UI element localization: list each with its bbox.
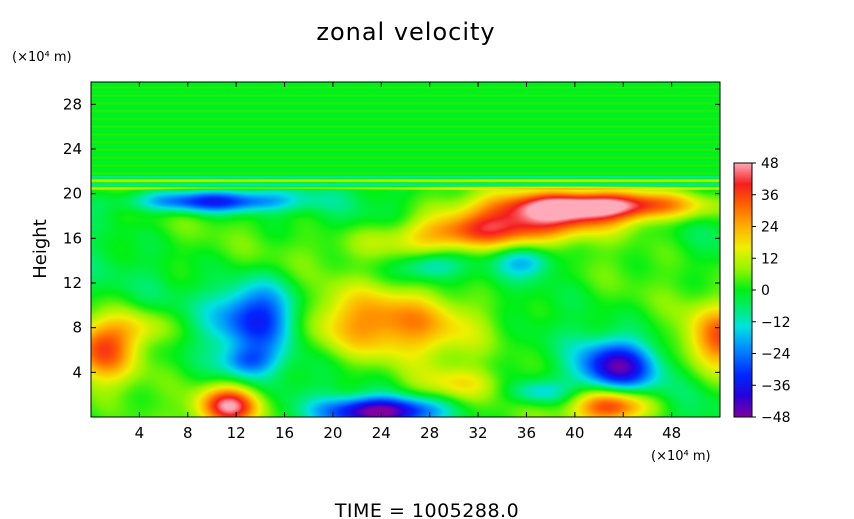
- x-tick-label: 28: [420, 424, 439, 442]
- colorbar-label: 0: [761, 283, 770, 299]
- colorbar-label: 24: [761, 220, 779, 236]
- x-tick-label: 44: [614, 424, 633, 442]
- x-tick-label: 4: [135, 424, 145, 442]
- chart-title: zonal velocity: [316, 18, 495, 46]
- y-tick-label: 4: [72, 363, 82, 381]
- colorbar-label: −48: [761, 410, 791, 426]
- colorbar-gradient: [734, 163, 752, 417]
- y-tick-label: 12: [63, 274, 82, 292]
- y-tick-label: 24: [63, 140, 82, 158]
- x-tick-label: 20: [323, 424, 342, 442]
- y-tick-label: 20: [63, 185, 82, 203]
- colorbar-label: 36: [761, 188, 779, 204]
- x-tick-label: 40: [565, 424, 584, 442]
- y-axis-label: Height: [30, 219, 51, 279]
- colorbar-label: −24: [761, 347, 791, 363]
- colorbar-label: −36: [761, 378, 791, 394]
- heatmap-field: [91, 82, 720, 417]
- x-tick-label: 32: [469, 424, 488, 442]
- x-axis-unit: (×10⁴ m): [651, 449, 711, 464]
- colorbar-label: 48: [761, 156, 779, 172]
- plot-frame: [90, 81, 721, 418]
- x-tick-label: 24: [372, 424, 391, 442]
- colorbar-label: 12: [761, 251, 779, 267]
- x-tick-label: 8: [183, 424, 193, 442]
- x-tick-label: 16: [275, 424, 294, 442]
- x-tick-label: 12: [227, 424, 246, 442]
- y-tick-label: 16: [63, 229, 82, 247]
- x-tick-label: 36: [517, 424, 536, 442]
- colorbar-label: −12: [761, 315, 791, 331]
- y-tick-label: 8: [72, 319, 82, 337]
- x-tick-label: 48: [662, 424, 681, 442]
- y-axis-unit: (×10⁴ m): [12, 50, 72, 65]
- time-label: TIME = 1005288.0: [334, 500, 519, 519]
- y-tick-label: 28: [63, 95, 82, 113]
